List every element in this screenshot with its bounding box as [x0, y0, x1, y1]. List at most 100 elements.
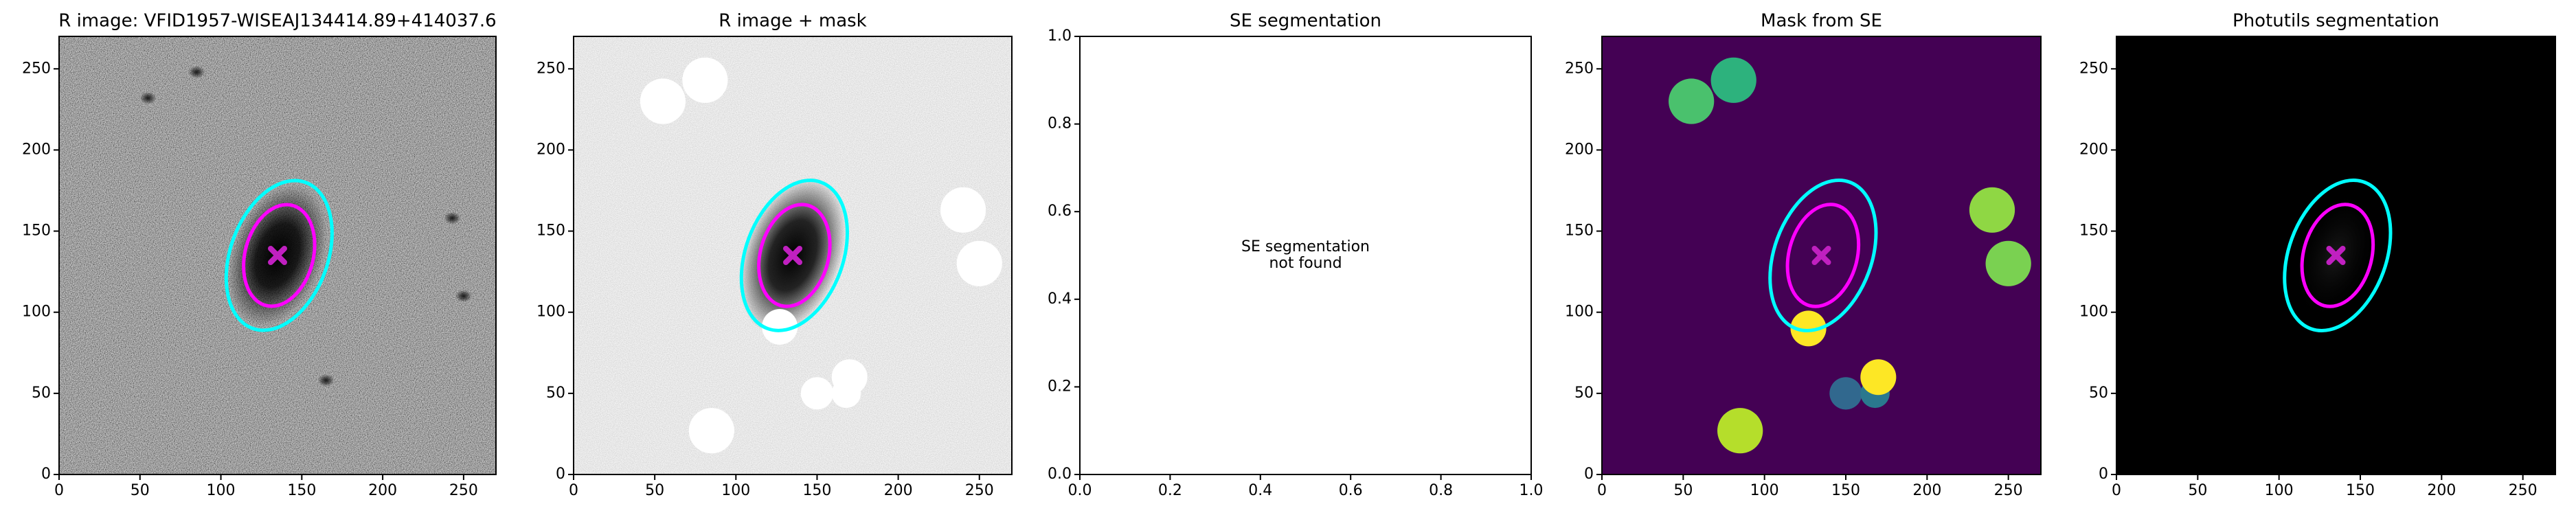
y-tick-label: 100: [2079, 304, 2108, 321]
mask-circle: [1985, 240, 2031, 286]
y-tick-label: 100: [1565, 304, 1594, 321]
x-tick-label: 200: [884, 482, 913, 499]
center-marker: [783, 246, 802, 265]
y-tick-label: 100: [536, 304, 565, 321]
aperture-ellipse: [2283, 179, 2393, 332]
aperture-ellipse: [1768, 179, 1878, 332]
y-tick-label: 0.8: [1048, 115, 1072, 133]
aperture-ellipse: [2300, 203, 2375, 308]
y-tick-label: 50: [2089, 385, 2108, 402]
x-tick-label: 50: [131, 482, 150, 499]
y-tick-label: 200: [22, 141, 51, 158]
axes-frame: [1601, 36, 2042, 475]
y-tick-label: 250: [22, 60, 51, 77]
y-tick-label: 250: [1565, 60, 1594, 77]
source: [455, 290, 472, 303]
mask-circle: [831, 378, 861, 409]
x-tick-label: 0.8: [1429, 482, 1453, 499]
plot-area: [59, 36, 496, 474]
center-marker: [2326, 246, 2346, 265]
mask-circle: [1969, 187, 2015, 233]
mask-circle: [640, 78, 686, 124]
x-tick-label: 250: [1994, 482, 2023, 499]
y-tick-label: 250: [2079, 60, 2108, 77]
panel: R image + mask 0 50 100 150 200 250 0 50 100 150 20…: [536, 11, 1013, 499]
x-tick-label: 200: [1912, 482, 1941, 499]
x-tick-label: 100: [721, 482, 750, 499]
x-tick-label: 250: [965, 482, 994, 499]
x-tick-label: 150: [287, 482, 316, 499]
panel-title: R image + mask: [719, 11, 867, 32]
plot-area: [574, 36, 1012, 474]
mask-circle: [1860, 359, 1897, 396]
y-tick-label: 50: [546, 385, 565, 402]
x-tick-label: 0: [569, 482, 578, 499]
panel-title: SE segmentation: [1230, 11, 1381, 32]
x-tick-label: 0.4: [1248, 482, 1272, 499]
y-tick-label: 0.0: [1048, 466, 1072, 483]
mask-circle: [1829, 377, 1862, 410]
y-tick-label: 0.6: [1048, 203, 1072, 220]
mask-circle: [956, 240, 1002, 286]
panel-title: R image: VFID1957-WISEAJ134414.89+414037…: [58, 11, 496, 32]
x-tick-label: 200: [2427, 482, 2456, 499]
x-tick-label: 150: [1831, 482, 1860, 499]
y-tick-label: 100: [22, 304, 51, 321]
axes-frame: [1079, 36, 1532, 475]
mask-circle: [940, 187, 986, 233]
x-tick-label: 250: [449, 482, 478, 499]
mask-circle: [1790, 310, 1827, 347]
x-tick-label: 100: [2265, 482, 2294, 499]
plot-area: [1602, 36, 2041, 474]
x-tick-label: 0.0: [1068, 482, 1092, 499]
x-tick-label: 50: [645, 482, 664, 499]
x-tick-label: 250: [2509, 482, 2538, 499]
y-tick-label: 200: [2079, 141, 2108, 158]
y-tick-label: 0.2: [1048, 378, 1072, 395]
plot-area: [2116, 36, 2555, 474]
y-tick-label: 150: [1565, 222, 1594, 240]
y-tick-label: 0: [2099, 466, 2108, 483]
axes-frame: [58, 36, 497, 475]
source: [139, 91, 157, 104]
y-tick-label: 150: [22, 222, 51, 240]
axes-frame: [573, 36, 1013, 475]
source: [317, 374, 335, 387]
y-tick-label: 0: [41, 466, 51, 483]
panel-title: Mask from SE: [1761, 11, 1882, 32]
x-tick-label: 0.6: [1339, 482, 1363, 499]
mask-circle: [688, 408, 734, 454]
x-tick-label: 150: [802, 482, 831, 499]
panel: Photutils segmentation 0 50 100 150 200 250 0 50…: [2079, 11, 2556, 499]
x-tick-label: 1.0: [1519, 482, 1544, 499]
mask-circle: [682, 57, 728, 103]
center-marker: [268, 246, 287, 265]
y-tick-label: 150: [2079, 222, 2108, 240]
y-tick-label: 50: [1574, 385, 1594, 402]
aperture-ellipse: [224, 179, 334, 332]
mask-circle: [1717, 408, 1763, 454]
y-tick-label: 1.0: [1048, 27, 1072, 45]
x-tick-label: 150: [2346, 482, 2375, 499]
x-tick-label: 100: [207, 482, 236, 499]
y-tick-label: 0.4: [1048, 290, 1072, 308]
source: [444, 211, 461, 225]
x-tick-label: 100: [1750, 482, 1779, 499]
aperture-ellipse: [757, 203, 832, 308]
axes-frame: [2116, 36, 2556, 475]
x-tick-label: 0.2: [1158, 482, 1182, 499]
aperture-ellipse: [1785, 203, 1861, 308]
x-tick-label: 0: [2112, 482, 2121, 499]
panel: Mask from SE 0 50 100 150 200 250 0 50 100 150 200 2…: [1565, 11, 2042, 499]
source: [188, 65, 205, 78]
y-tick-label: 200: [1565, 141, 1594, 158]
aperture-ellipse: [739, 179, 849, 332]
panel: SE segmentation not found SE segmentation 0…: [1048, 11, 1544, 500]
panel-title: Photutils segmentation: [2233, 11, 2439, 32]
mask-circle: [762, 308, 798, 345]
panel: R image: VFID1957-WISEAJ134414.89+414037…: [22, 11, 497, 499]
y-tick-label: 0: [1584, 466, 1594, 483]
x-tick-label: 50: [2188, 482, 2207, 499]
x-tick-label: 50: [1673, 482, 1693, 499]
